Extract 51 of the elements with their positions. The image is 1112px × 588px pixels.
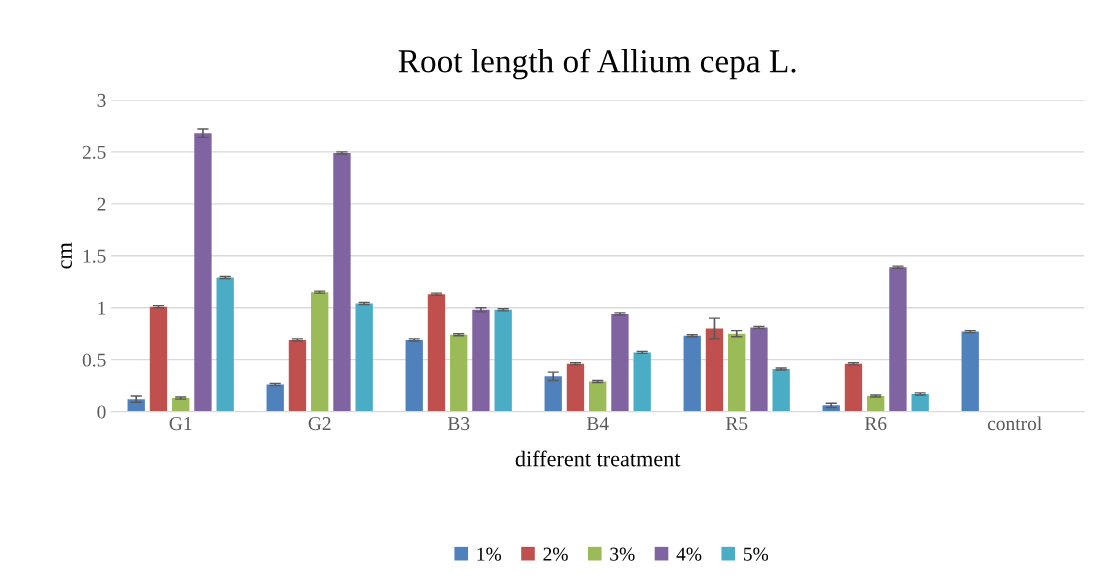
bar: [772, 369, 790, 412]
legend-label: 5%: [743, 547, 769, 561]
legend-label: 1%: [477, 547, 502, 561]
bar: [127, 399, 145, 412]
bar: [311, 292, 329, 412]
bar: [867, 396, 885, 412]
x-axis-title: different treatment: [515, 450, 681, 467]
y-tick-label: 2: [97, 197, 106, 211]
bar: [427, 294, 446, 412]
bar: [750, 327, 768, 412]
x-tick-label: B3: [447, 417, 470, 431]
bar: [589, 381, 607, 412]
bar: [405, 339, 423, 412]
y-tick-label: 2.5: [82, 145, 106, 159]
bar: [961, 331, 979, 412]
bar: [494, 309, 512, 412]
x-tick-label: B4: [586, 417, 609, 431]
bar: [149, 306, 168, 412]
bar: [911, 393, 929, 412]
bar: [333, 152, 351, 412]
bar: [705, 328, 724, 412]
bar: [472, 309, 490, 412]
x-tick-label: G2: [308, 417, 331, 431]
x-tick-label: R6: [864, 417, 887, 431]
bar: [566, 363, 585, 412]
chart-title: Root length of Allium cepa L.: [398, 48, 796, 80]
bar: [633, 352, 651, 412]
bar: [844, 363, 863, 412]
bar: [544, 376, 562, 412]
bar: [889, 267, 907, 412]
bar: [728, 333, 746, 412]
bar: [288, 339, 307, 412]
y-axis-title: cm: [61, 242, 72, 269]
y-tick-label: 0.5: [82, 353, 106, 367]
legend-label: 2%: [543, 547, 568, 561]
bar: [355, 303, 373, 412]
legend-label: 3%: [610, 547, 635, 561]
legend-label: 4%: [676, 547, 702, 561]
bar: [683, 335, 701, 412]
bar: [611, 313, 629, 412]
bar: [450, 334, 468, 412]
bar: [194, 133, 212, 412]
x-tick-label: R5: [725, 417, 748, 431]
bar: [266, 384, 284, 412]
y-tick-label: 3: [97, 93, 106, 107]
bar: [216, 277, 234, 412]
y-tick-label: 1: [98, 301, 106, 315]
y-tick-label: 0: [97, 405, 106, 419]
y-tick-label: 1.5: [83, 249, 106, 263]
x-tick-label: control: [987, 416, 1042, 431]
x-tick-label: G1: [169, 417, 192, 431]
